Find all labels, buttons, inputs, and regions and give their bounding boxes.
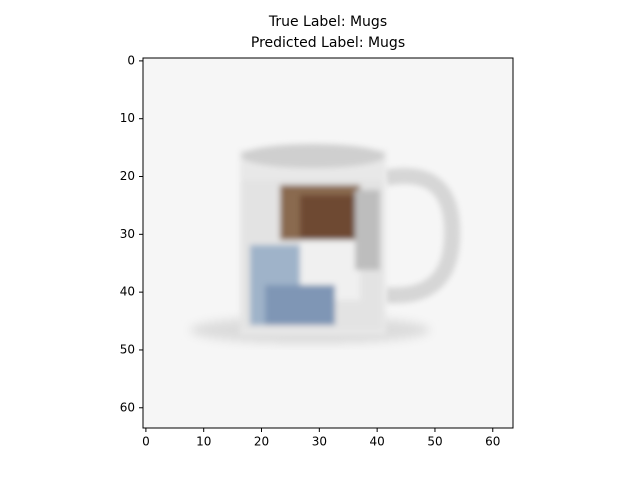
chart-title: Predicted Label: Mugs (251, 35, 405, 51)
x-tick-label: 0 (142, 435, 150, 449)
x-tick-label: 20 (254, 435, 269, 449)
chart-title: True Label: Mugs (268, 14, 387, 30)
y-tick-label: 60 (120, 400, 135, 414)
y-tick-label: 10 (120, 111, 135, 125)
y-tick-label: 20 (120, 169, 135, 183)
y-tick-label: 50 (120, 342, 135, 356)
axes-frame (142, 57, 514, 429)
y-tick-label: 30 (120, 227, 135, 241)
image (143, 58, 513, 428)
x-tick-label: 60 (485, 435, 500, 449)
x-tick-label: 10 (196, 435, 211, 449)
x-tick-label: 30 (312, 435, 327, 449)
x-tick-label: 50 (427, 435, 442, 449)
x-tick-label: 40 (370, 435, 385, 449)
y-tick-label: 40 (120, 285, 135, 299)
y-tick-label: 0 (127, 53, 135, 67)
